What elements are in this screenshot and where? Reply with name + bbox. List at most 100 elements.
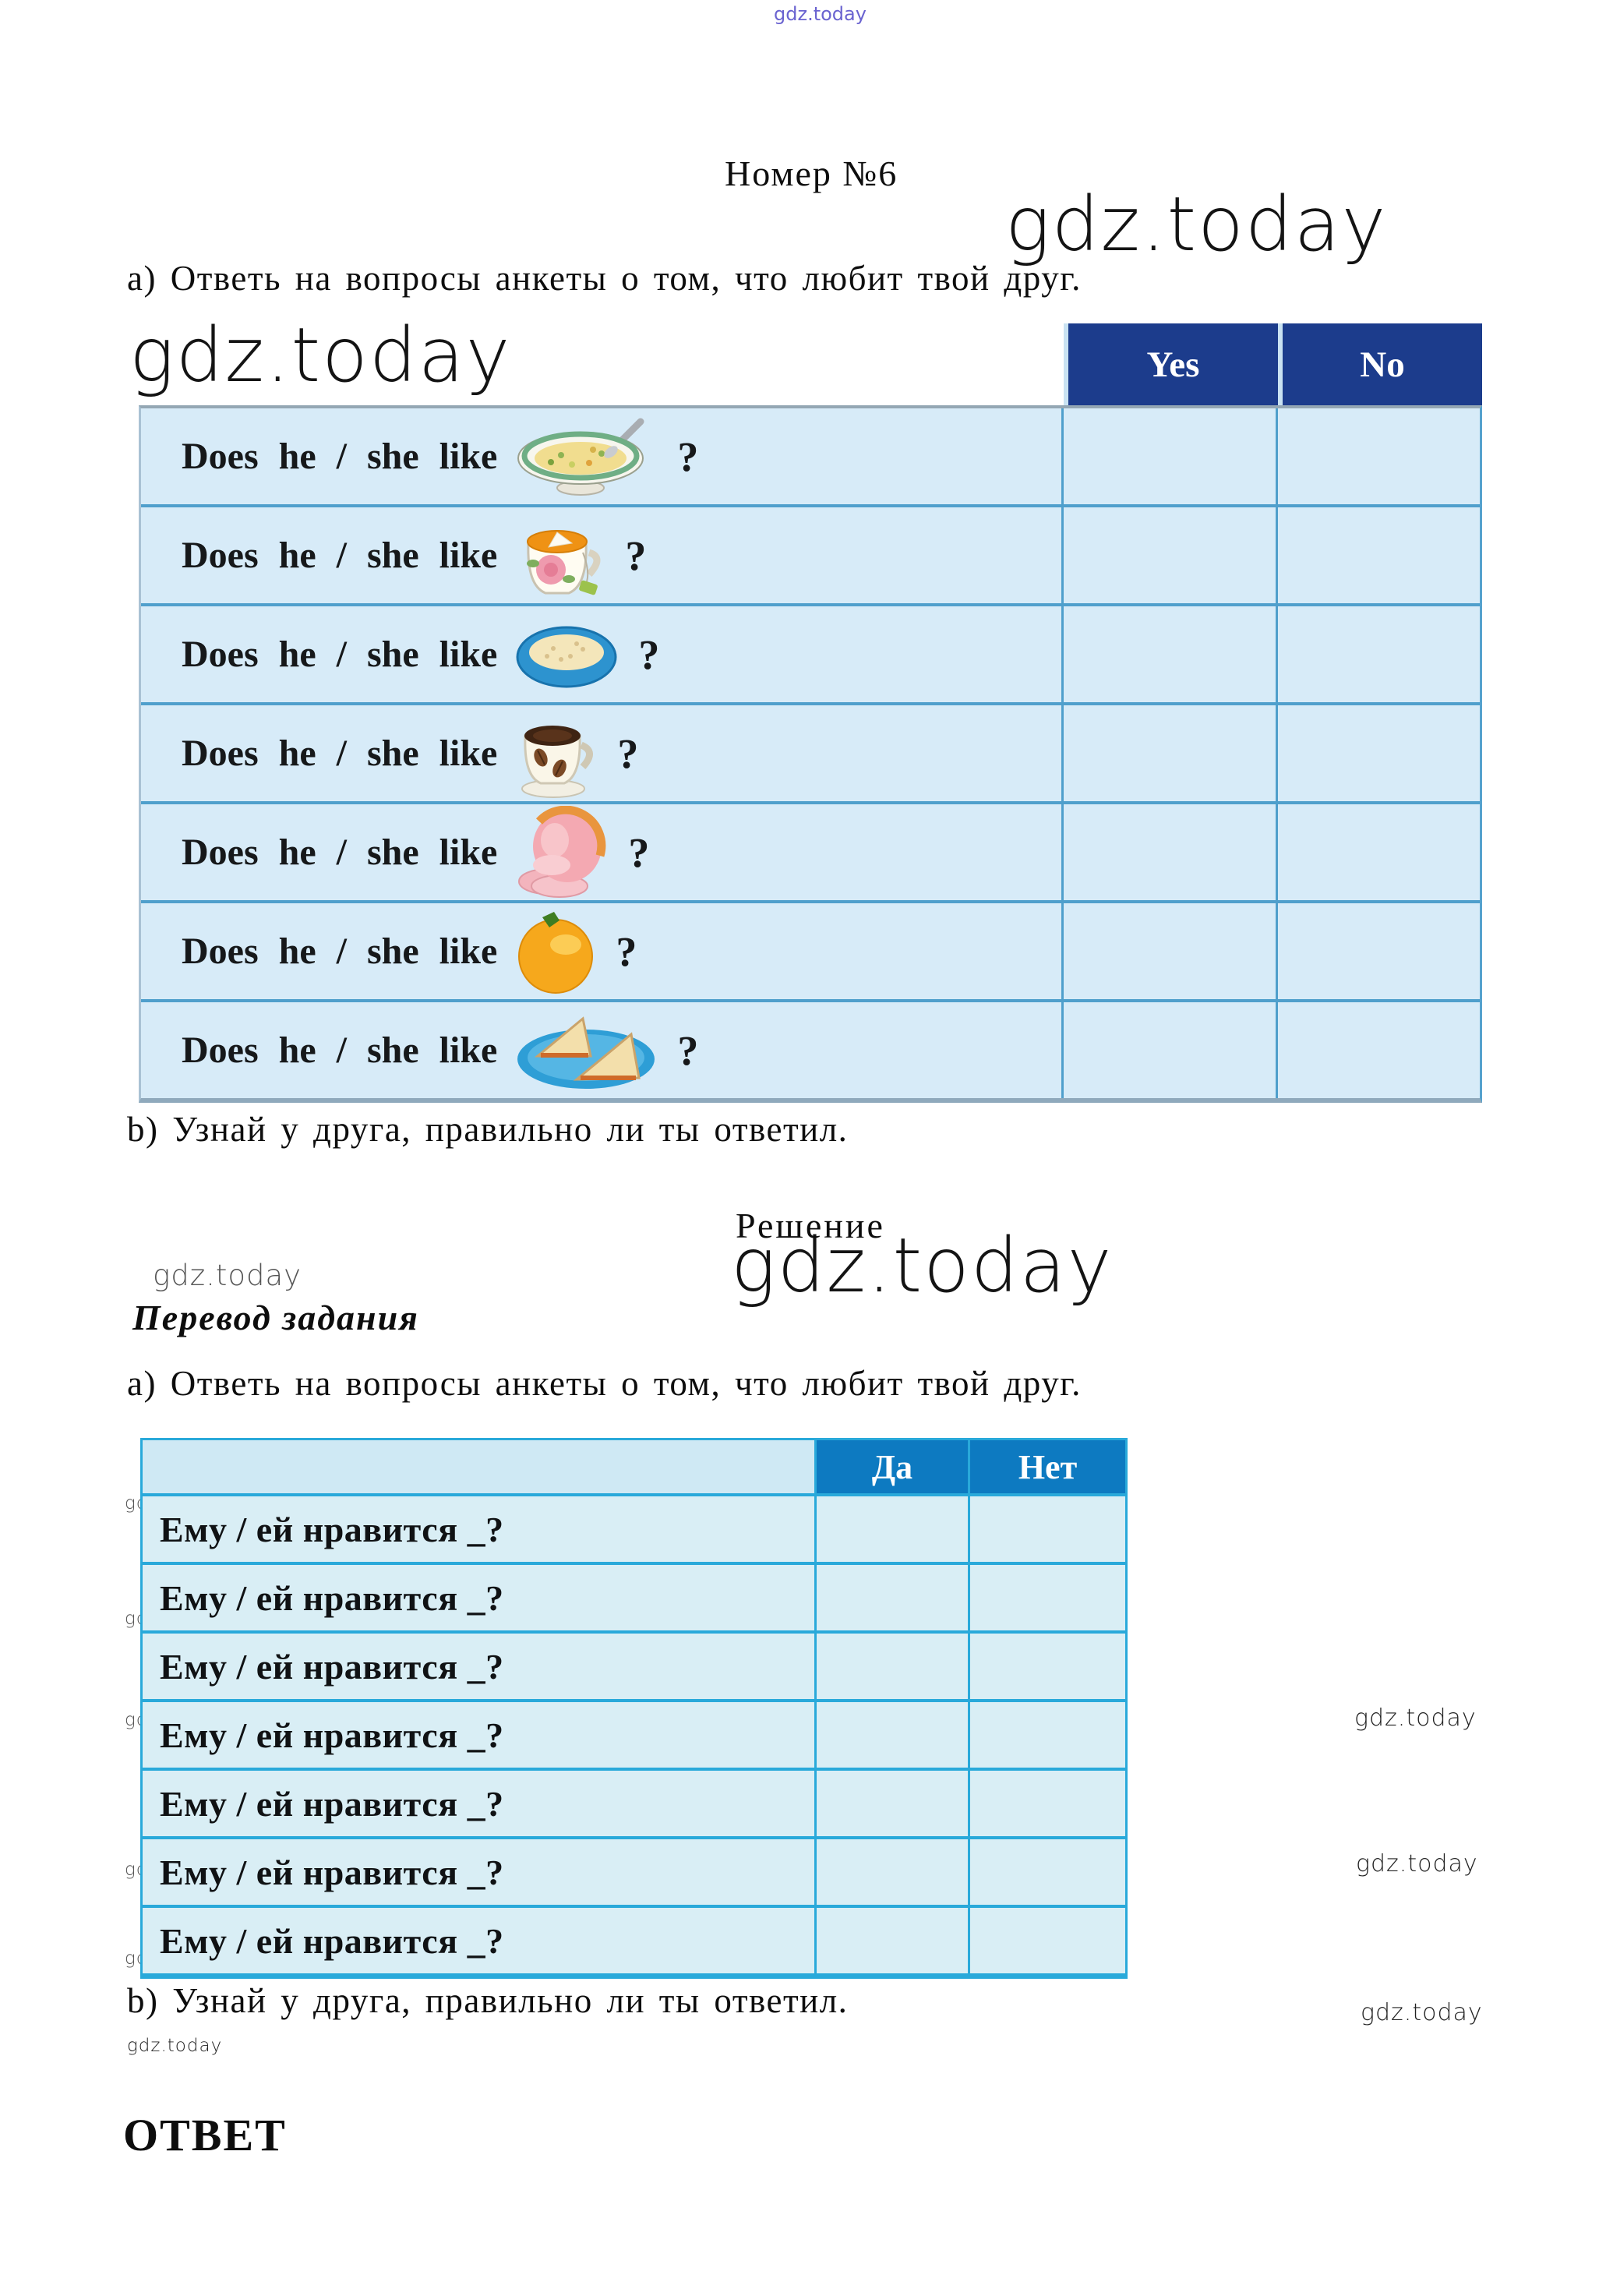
watermark-right: gdz.today [1356, 1850, 1478, 1877]
table2-header-row: Да Нет [143, 1440, 1125, 1493]
table1-question-cell: Does he / she like ? [141, 804, 1064, 900]
yes-answer-cell[interactable] [1064, 903, 1278, 999]
no-answer-cell[interactable] [1278, 507, 1480, 603]
task-b-line: b) Узнай у друга, правильно ли ты ответи… [127, 1110, 849, 1149]
no-answer-cell[interactable] [1278, 903, 1480, 999]
sandwich-icon [514, 1011, 658, 1090]
question-mark: ? [616, 927, 637, 975]
table1-header-no: No [1278, 323, 1482, 405]
table2-row: Ему / ей нравится _? [143, 1836, 1125, 1905]
da-answer-cell[interactable] [814, 1771, 968, 1836]
table2-question-cell: Ему / ей нравится _? [160, 1852, 504, 1892]
question-mark: ? [638, 631, 660, 678]
yes-answer-cell[interactable] [1064, 804, 1278, 900]
net-answer-cell[interactable] [968, 1702, 1125, 1768]
watermark-right: gdz.today [1354, 1704, 1477, 1732]
no-answer-cell[interactable] [1278, 606, 1480, 702]
yes-answer-cell[interactable] [1064, 408, 1278, 504]
net-answer-cell[interactable] [968, 1496, 1125, 1562]
table1-question-cell: Does he / she like ? [141, 903, 1064, 999]
translation-heading: Перевод задания [132, 1298, 419, 1337]
watermark-large-left: gdz.today [129, 312, 512, 399]
table2-question-cell: Ему / ей нравится _? [160, 1509, 504, 1549]
table2-row: Ему / ей нравится _? [143, 1905, 1125, 1973]
da-answer-cell[interactable] [814, 1908, 968, 1973]
table2-row: Ему / ей нравится _? [143, 1699, 1125, 1768]
no-answer-cell[interactable] [1278, 408, 1480, 504]
table1-question-cell: Does he / she like ? [141, 606, 1064, 702]
table1-row: Does he / she like ? [141, 999, 1480, 1098]
watermark-large-top-right: gdz.today [1005, 181, 1388, 268]
question-prefix: Does he / she like [182, 931, 498, 972]
translation-task-b-line: b) Узнай у друга, правильно ли ты ответи… [127, 1981, 849, 2020]
net-answer-cell[interactable] [968, 1771, 1125, 1836]
net-answer-cell[interactable] [968, 1565, 1125, 1630]
table1-row: Does he / she like ? [141, 702, 1480, 801]
question-prefix: Does he / she like [182, 535, 498, 576]
watermark-small: gdz.today [127, 2036, 223, 2056]
table1-row: Does he / she like ? [141, 603, 1480, 702]
table2-question-cell: Ему / ей нравится _? [160, 1715, 504, 1755]
table2-question-cell: Ему / ей нравится _? [160, 1646, 504, 1687]
question-mark: ? [625, 532, 647, 579]
no-answer-cell[interactable] [1278, 705, 1480, 801]
table1-row: Does he / she like ? [141, 801, 1480, 900]
answer-heading: ОТВЕТ [123, 2110, 287, 2160]
watermark-top: gdz.today [774, 3, 867, 25]
question-prefix: Does he / she like [182, 634, 498, 675]
watermark-large-solution: gdz.today [731, 1222, 1114, 1309]
table2-header-net: Нет [968, 1440, 1125, 1493]
table1-question-cell: Does he / she like ? [141, 408, 1064, 504]
da-answer-cell[interactable] [814, 1839, 968, 1905]
question-prefix: Does he / she like [182, 436, 498, 477]
orange-icon [514, 908, 597, 995]
table1-body: Does he / she like ? Does he / she like ?… [139, 405, 1482, 1103]
table1-header-row: Yes No [139, 323, 1482, 405]
yes-answer-cell[interactable] [1064, 1002, 1278, 1098]
coffee-icon [514, 708, 598, 800]
questionnaire-table-english: Yes No Does he / she like ? Does he / she… [139, 323, 1482, 1103]
table2-question-cell: Ему / ей нравится _? [160, 1577, 504, 1618]
questionnaire-table-russian: Да Нет Ему / ей нравится _? Ему / ей нрав… [140, 1438, 1128, 1979]
question-mark: ? [628, 828, 650, 876]
table1-question-cell: Does he / she like ? [141, 507, 1064, 603]
question-mark: ? [677, 1026, 699, 1074]
question-prefix: Does he / she like [182, 733, 498, 774]
table2-header-spacer [143, 1440, 814, 1493]
table1-header-yes: Yes [1064, 323, 1278, 405]
table1-row: Does he / she like ? [141, 408, 1480, 504]
translation-task-a-line: а) Ответь на вопросы анкеты о том, что л… [127, 1364, 1082, 1403]
table1-header-spacer [139, 323, 1064, 405]
task-a-line: а) Ответь на вопросы анкеты о том, что л… [127, 259, 1082, 298]
no-answer-cell[interactable] [1278, 1002, 1480, 1098]
solution-heading: Решение [736, 1206, 885, 1245]
yes-answer-cell[interactable] [1064, 705, 1278, 801]
table2-row: Ему / ей нравится _? [143, 1562, 1125, 1630]
table1-question-cell: Does he / she like ? [141, 1002, 1064, 1098]
table2-question-cell: Ему / ей нравится _? [160, 1783, 504, 1824]
tea-icon [514, 512, 606, 599]
yes-answer-cell[interactable] [1064, 606, 1278, 702]
rice-icon [514, 619, 619, 691]
da-answer-cell[interactable] [814, 1634, 968, 1699]
yes-answer-cell[interactable] [1064, 507, 1278, 603]
no-answer-cell[interactable] [1278, 804, 1480, 900]
table2-header-da: Да [814, 1440, 968, 1493]
soup-icon [514, 415, 658, 497]
table2-row: Ему / ей нравится _? [143, 1630, 1125, 1699]
question-prefix: Does he / she like [182, 1030, 498, 1071]
table2-row: Ему / ей нравится _? [143, 1493, 1125, 1562]
net-answer-cell[interactable] [968, 1839, 1125, 1905]
da-answer-cell[interactable] [814, 1565, 968, 1630]
table1-row: Does he / she like ? [141, 504, 1480, 603]
da-answer-cell[interactable] [814, 1702, 968, 1768]
net-answer-cell[interactable] [968, 1634, 1125, 1699]
table2-row: Ему / ей нравится _? [143, 1768, 1125, 1836]
da-answer-cell[interactable] [814, 1496, 968, 1562]
ham-icon [514, 805, 609, 899]
net-answer-cell[interactable] [968, 1908, 1125, 1973]
question-mark: ? [677, 433, 699, 480]
question-prefix: Does he / she like [182, 832, 498, 873]
watermark-small-gray: gdz.today [153, 1259, 302, 1292]
